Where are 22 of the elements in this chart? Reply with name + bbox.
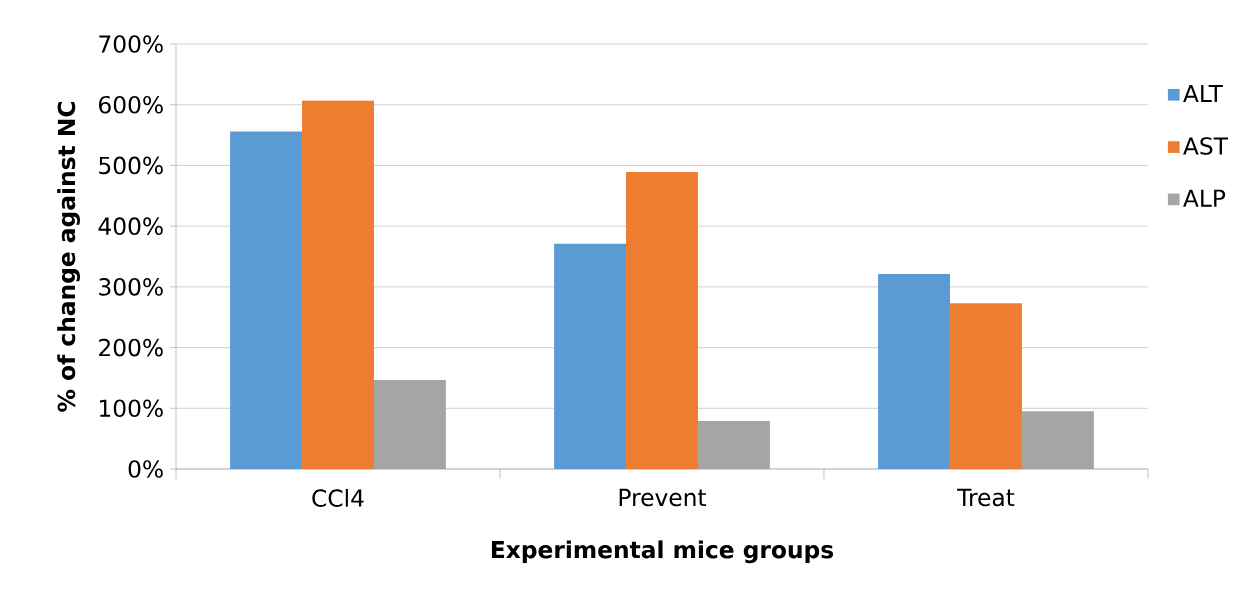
- x-tick-label: CCl4: [312, 488, 364, 507]
- x-axis-title: Experimental mice groups: [491, 540, 834, 564]
- y-tick-label: 0%: [128, 460, 163, 478]
- bar: [950, 303, 1022, 469]
- legend-label: ALT: [1183, 85, 1223, 103]
- y-tick-label: 400%: [98, 217, 163, 235]
- y-tick-label: 600%: [99, 95, 163, 114]
- y-tick-label: 300%: [99, 278, 163, 296]
- y-tick-label: 200%: [99, 338, 163, 357]
- y-axis-title: % of change against NC: [57, 102, 80, 412]
- bar: [554, 243, 627, 469]
- legend-label: ALP: [1183, 189, 1226, 207]
- legend-label: AST: [1183, 137, 1228, 155]
- y-tick-label: 500%: [99, 156, 163, 175]
- bar: [302, 100, 374, 469]
- bar: [626, 172, 698, 469]
- y-tick-label: 700%: [99, 35, 163, 53]
- x-tick-label: Prevent: [619, 488, 707, 507]
- bar: [878, 274, 951, 469]
- bar: [230, 131, 303, 469]
- x-tick-label: Treat: [957, 488, 1015, 507]
- y-tick-label: 100%: [99, 399, 163, 418]
